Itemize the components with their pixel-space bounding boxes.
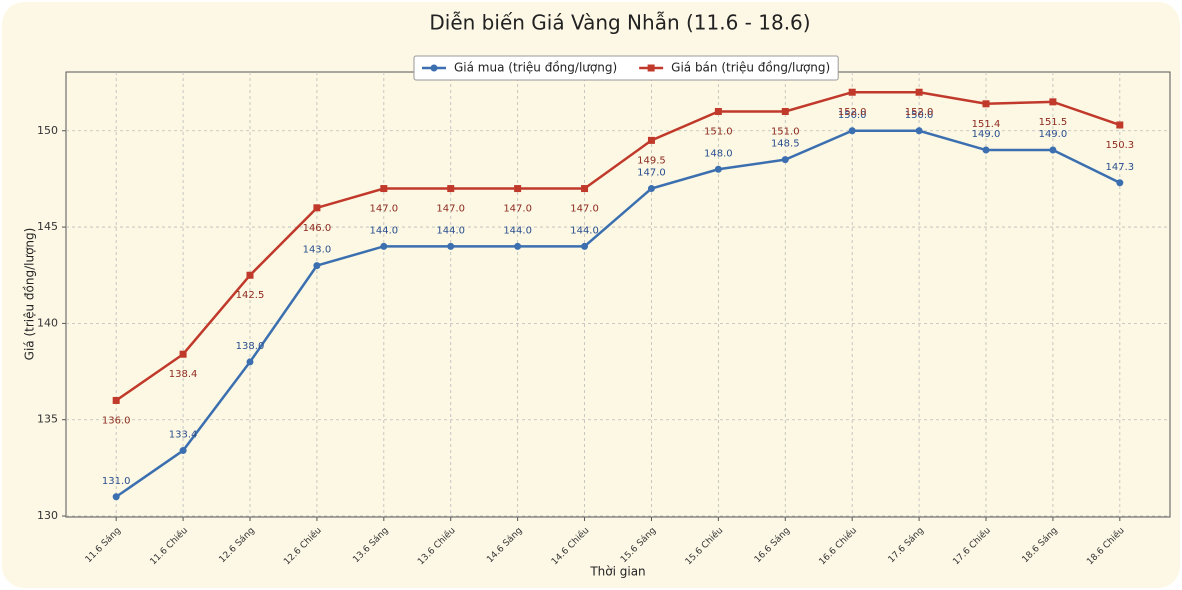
- value-label: 144.0: [369, 225, 398, 236]
- marker: [915, 127, 923, 135]
- marker: [179, 447, 187, 455]
- value-label: 136.0: [102, 415, 131, 426]
- series-line: [115, 90, 1121, 402]
- marker: [982, 100, 990, 108]
- value-label: 133.4: [169, 430, 198, 441]
- value-label: 149.0: [1039, 129, 1068, 140]
- value-label: 131.0: [102, 476, 131, 487]
- marker: [1049, 146, 1057, 154]
- marker: [781, 156, 789, 164]
- value-label: 150.0: [838, 110, 867, 121]
- marker: [112, 396, 120, 404]
- marker: [647, 136, 655, 144]
- y-tick-label: 135: [37, 413, 58, 426]
- marker: [915, 88, 923, 96]
- marker: [447, 242, 455, 250]
- value-label: 143.0: [303, 245, 332, 256]
- marker: [246, 271, 254, 279]
- marker: [1116, 179, 1124, 187]
- plot-area: [65, 71, 1171, 518]
- marker: [781, 107, 789, 115]
- value-label: 138.4: [169, 369, 198, 380]
- marker: [380, 242, 388, 250]
- marker: [1116, 121, 1124, 129]
- series-line: [115, 129, 1121, 498]
- marker: [112, 493, 120, 501]
- y-tick-label: 140: [37, 316, 58, 329]
- value-label: 147.0: [369, 204, 398, 215]
- value-label: 151.5: [1039, 117, 1068, 128]
- marker: [982, 146, 990, 154]
- marker: [179, 350, 187, 358]
- value-label: 144.0: [436, 225, 465, 236]
- value-label: 149.5: [637, 155, 666, 166]
- value-label: 152.0: [838, 107, 867, 118]
- value-label: 146.0: [303, 223, 332, 234]
- legend-label: Giá bán (triệu đồng/lượng): [671, 61, 830, 75]
- marker: [848, 127, 856, 135]
- marker: [581, 185, 589, 193]
- y-tick-label: 150: [37, 124, 58, 137]
- value-label: 147.0: [503, 204, 532, 215]
- marker: [714, 107, 722, 115]
- legend-marker: [430, 64, 438, 72]
- legend-label: Giá mua (triệu đồng/lượng): [454, 61, 617, 75]
- marker: [714, 165, 722, 173]
- value-label: 144.0: [570, 225, 599, 236]
- value-label: 150.3: [1105, 140, 1134, 151]
- value-label: 142.5: [236, 290, 265, 301]
- y-axis-label: Giá (triệu đồng/lượng): [23, 228, 37, 361]
- value-label: 138.0: [236, 341, 265, 352]
- y-tick-label: 145: [37, 220, 58, 233]
- value-label: 151.0: [771, 126, 800, 137]
- marker: [447, 185, 455, 193]
- marker: [514, 242, 522, 250]
- value-label: 148.0: [704, 148, 733, 159]
- value-label: 151.4: [972, 119, 1001, 130]
- marker: [1049, 98, 1057, 106]
- chart-title: Diễn biến Giá Vàng Nhẫn (11.6 - 18.6): [429, 11, 810, 35]
- value-label: 150.0: [905, 110, 934, 121]
- value-label: 147.0: [570, 204, 599, 215]
- marker: [848, 88, 856, 96]
- value-label: 149.0: [972, 129, 1001, 140]
- marker: [514, 185, 522, 193]
- value-label: 144.0: [503, 225, 532, 236]
- marker: [380, 185, 388, 193]
- legend-marker: [647, 64, 655, 72]
- value-label: 148.5: [771, 139, 800, 150]
- marker: [313, 204, 321, 212]
- marker: [647, 185, 655, 193]
- x-axis-label: Thời gian: [589, 565, 645, 579]
- value-label: 151.0: [704, 126, 733, 137]
- marker: [246, 358, 254, 366]
- value-label: 147.0: [637, 168, 666, 179]
- marker: [313, 262, 321, 270]
- value-label: 147.0: [436, 204, 465, 215]
- value-label: 152.0: [905, 107, 934, 118]
- legend-box: [413, 55, 839, 81]
- y-tick-label: 130: [37, 509, 58, 522]
- marker: [581, 242, 589, 250]
- value-label: 147.3: [1105, 162, 1134, 173]
